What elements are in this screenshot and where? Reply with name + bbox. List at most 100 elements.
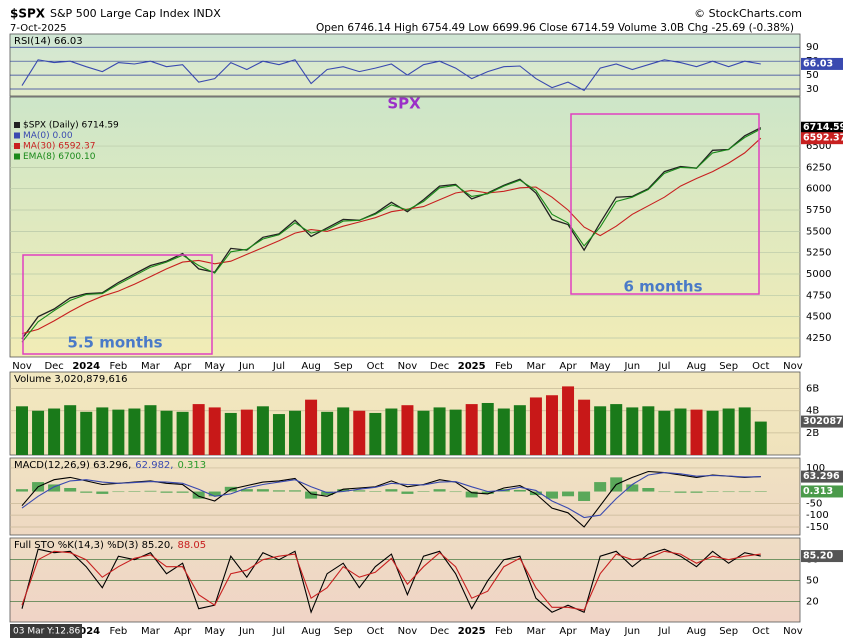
x-tick-label: Sep	[719, 361, 738, 372]
bar	[289, 410, 302, 455]
bar	[690, 409, 703, 455]
bar	[674, 408, 687, 455]
panel-bg	[9, 457, 801, 536]
bar	[337, 489, 350, 492]
y-tick-label: 4250	[806, 333, 831, 344]
bar	[578, 491, 591, 501]
x-tick-label: May	[590, 626, 611, 637]
bar	[112, 491, 125, 493]
y-tick-label: 5500	[806, 226, 831, 237]
range-box	[22, 254, 213, 355]
bar	[112, 409, 125, 455]
y-tick-label: -50	[806, 498, 822, 509]
bar	[738, 407, 751, 455]
bar	[208, 407, 221, 455]
bar	[449, 409, 462, 455]
title-part: MACD(12,26,9) 63.296,	[14, 460, 131, 471]
bar	[562, 386, 575, 455]
bar	[738, 491, 751, 493]
bar	[449, 491, 462, 493]
value-box-label: 85.20	[803, 551, 833, 562]
x-tick-label: Mar	[141, 626, 161, 637]
series-line	[21, 128, 762, 343]
value-box	[801, 485, 843, 498]
bar	[465, 404, 478, 455]
date: 7-Oct-2025	[10, 23, 67, 34]
x-tick-label: Apr	[559, 626, 577, 637]
bar	[48, 484, 61, 492]
bar	[64, 405, 77, 455]
x-tick-label: Jul	[657, 626, 670, 637]
value-box-label: 3020879	[803, 416, 843, 427]
series-line	[21, 127, 762, 340]
x-tick-label: Jul	[657, 361, 670, 372]
title-part: 0.313	[177, 460, 206, 471]
x-tick-label: Sep	[719, 626, 738, 637]
legend-swatch	[14, 132, 20, 139]
bar	[578, 399, 591, 455]
bar	[529, 397, 542, 455]
bar	[722, 408, 735, 455]
bar	[144, 490, 157, 492]
bar	[722, 491, 735, 493]
legend-entry: MA(0) 0.00	[23, 131, 73, 141]
value-box	[801, 132, 843, 145]
bar	[465, 491, 478, 498]
y-tick-label: -100	[806, 510, 829, 521]
y-tick-label: 5750	[806, 205, 831, 216]
series-line	[21, 548, 761, 614]
bar	[385, 408, 398, 455]
x-tick-label: May	[204, 361, 225, 372]
bar	[144, 405, 157, 455]
series-line	[21, 59, 761, 92]
bar	[433, 407, 446, 455]
bar	[658, 491, 671, 493]
value-box-label: 66.03	[803, 58, 833, 69]
legend-swatch	[14, 122, 20, 128]
source: © StockCharts.com	[694, 7, 802, 20]
bar	[385, 489, 398, 492]
cursor-box	[10, 624, 82, 638]
annotation: 5.5 months	[67, 334, 162, 352]
bar	[594, 482, 607, 492]
bar	[256, 489, 269, 492]
x-tick-label: Nov	[783, 361, 803, 372]
x-tick-label: Dec	[430, 626, 449, 637]
bar	[16, 406, 28, 455]
series-line	[21, 550, 761, 611]
y-tick-label: 30	[806, 84, 819, 95]
title-part: Volume 3,020,879,616	[14, 374, 128, 385]
panel-bg	[9, 96, 801, 358]
bar	[545, 395, 558, 455]
x-tick-label: Oct	[752, 626, 769, 637]
y-tick-label: 5250	[806, 248, 831, 259]
value-box	[801, 470, 843, 483]
annotation: SPX	[387, 95, 421, 113]
bar	[642, 406, 655, 455]
y-tick-label: 6B	[806, 384, 819, 395]
bar	[256, 406, 269, 455]
x-tick-label: Jun	[623, 361, 640, 372]
bar	[305, 399, 318, 455]
bar	[192, 491, 205, 499]
bar	[192, 404, 205, 455]
bar	[224, 412, 237, 455]
y-tick-label: 20	[806, 597, 819, 608]
x-tick-label: Nov	[398, 626, 418, 637]
y-tick-label: -150	[806, 522, 829, 533]
bar	[208, 491, 221, 497]
x-tick-label: Dec	[44, 361, 63, 372]
bar	[353, 410, 366, 455]
x-tick-label: Jun	[623, 626, 640, 637]
panel-title: Full STO %K(14,3) %D(3) 85.20, 88.05	[14, 540, 206, 551]
panel-title: Volume 3,020,879,616	[14, 374, 128, 385]
x-tick-label: Nov	[398, 361, 418, 372]
panel-title: RSI(14) 66.03	[14, 36, 83, 47]
y-tick-label: 4750	[806, 290, 831, 301]
bar	[337, 407, 350, 455]
y-tick-label: 6250	[806, 162, 831, 173]
bar	[128, 408, 141, 455]
x-tick-label: Nov	[12, 361, 32, 372]
y-tick-label: 4500	[806, 312, 831, 323]
panel-title: MACD(12,26,9) 63.296, 62.982, 0.313	[14, 460, 206, 471]
